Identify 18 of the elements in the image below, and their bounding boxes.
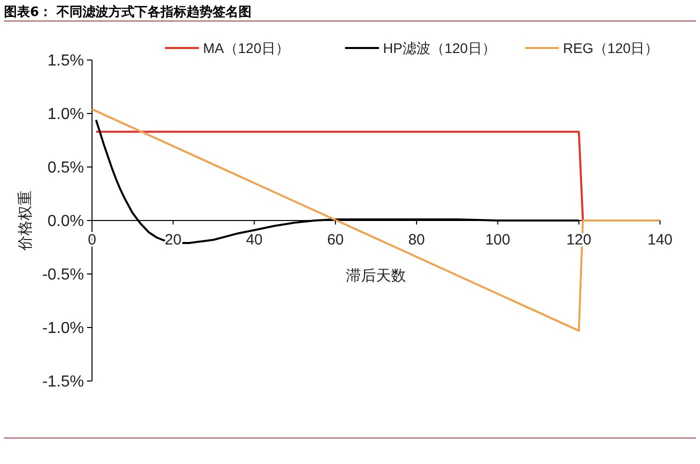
x-tick-label: 100 [485,232,510,248]
legend-label: REG（120日） [563,40,659,56]
x-axis-title: 滞后天数 [346,266,406,284]
y-tick-label: 1.5% [48,52,84,70]
y-tick-label: -1.5% [42,374,84,391]
y-tick-label: 0.5% [48,160,84,177]
x-tick-label: 140 [647,232,673,248]
y-tick-label: -0.5% [42,266,84,284]
x-tick-label: 80 [408,232,425,248]
x-tick-label: 60 [327,232,344,248]
y-axis-title: 价格权重 [16,190,34,252]
legend-label: HP滤波（120日） [383,40,496,56]
y-tick-label: 1.0% [48,106,84,124]
y-tick-label: -1.0% [42,320,84,338]
legend-label: MA（120日） [203,40,290,56]
y-tick-label: 0.0% [48,213,84,230]
x-tick-label: 40 [246,232,263,248]
chart-title: 图表6： 不同滤波方式下各指标趋势签名图 [4,4,252,20]
